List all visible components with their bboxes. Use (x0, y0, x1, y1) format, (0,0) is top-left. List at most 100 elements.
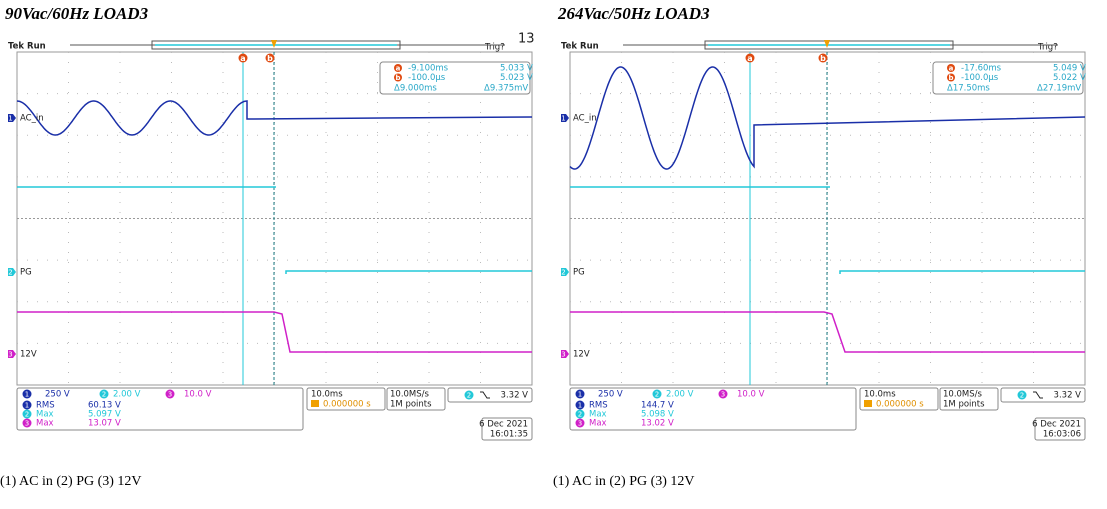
measurement-reading: 5.097 V (88, 410, 121, 420)
cursor-time: -100.0µs (961, 73, 999, 83)
measurement-reading: 144.7 V (641, 401, 674, 411)
measurement-name: Max (36, 410, 54, 420)
trigger-channel: 2 (1020, 392, 1024, 400)
channel-number: 1 (25, 402, 29, 410)
cursor-badge (947, 73, 955, 82)
channel-marker (561, 114, 569, 122)
channel-scale: 2.00 V (113, 390, 141, 400)
delay-icon (311, 400, 319, 407)
trigger-slope (480, 391, 490, 399)
sample-rate: 10.0MS/s (390, 390, 430, 400)
channel-badge (718, 389, 728, 399)
channel-number: 1 (578, 391, 582, 399)
channel-number: 2 (561, 269, 565, 277)
channel-number: 1 (25, 391, 29, 399)
scale-box (16, 387, 304, 431)
measurement-reading: 60.13 V (88, 401, 121, 411)
channel-scale: 2.00 V (666, 390, 694, 400)
cursor-volts: 5.022 V (1053, 73, 1086, 83)
channel-badge (575, 409, 585, 419)
acq-box (386, 387, 446, 411)
scale-box (569, 387, 857, 431)
trigger-pos (824, 40, 830, 48)
channel-marker (561, 350, 569, 358)
trigger-state: Trig? (1037, 43, 1058, 53)
channel-number: 2 (8, 269, 12, 277)
trigger-level: 3.32 V (1054, 391, 1082, 401)
channel-number: 2 (655, 391, 659, 399)
record-length: 1M points (390, 400, 432, 410)
cursor-badge (238, 53, 248, 63)
measurement-name: Max (589, 410, 607, 420)
channel-marker (8, 350, 16, 358)
caption: (1) AC in (2) PG (3) 12V (0, 474, 142, 489)
channel-badge (22, 400, 32, 410)
cursor-letter: a (949, 65, 954, 73)
channel-badge (165, 389, 175, 399)
timebase: 10.0ms (311, 390, 343, 400)
channel-badge (22, 389, 32, 399)
time: 16:03:06 (1043, 430, 1081, 440)
cursor-volts: 5.033 V (500, 64, 533, 74)
channel-badge (1017, 390, 1027, 400)
trace-ac (569, 66, 1086, 170)
channel-number: 2 (578, 411, 582, 419)
trigger-pos (271, 40, 277, 48)
trigger-state: Trig? (484, 43, 505, 53)
delta-volts: Δ27.19mV (1037, 84, 1081, 94)
sample-rate: 10.0MS/s (943, 390, 983, 400)
channel-label: AC_in (573, 114, 597, 124)
trace-12v (17, 311, 532, 353)
cursor-volts: 5.049 V (1053, 64, 1086, 74)
channel-marker (561, 268, 569, 276)
trace-ac (16, 100, 533, 136)
channel-badge (652, 389, 662, 399)
cursor-letter: a (240, 54, 245, 63)
channel-number: 1 (561, 115, 565, 123)
cursor-badge (394, 73, 402, 82)
trace-pg (570, 186, 1085, 274)
date: 6 Dec 2021 (479, 420, 528, 430)
channel-number: 3 (168, 391, 172, 399)
date-box (481, 417, 533, 441)
cursor-readout (379, 61, 531, 95)
cursor-letter: a (396, 65, 401, 73)
channel-number: 3 (721, 391, 725, 399)
trace-12v (570, 311, 1085, 353)
timebase: 10.0ms (864, 390, 896, 400)
cursor-badge (818, 53, 828, 63)
cursor-badge (394, 64, 402, 72)
channel-badge (99, 389, 109, 399)
delta-time: Δ17.50ms (947, 84, 990, 94)
scope-status: Tek Run (561, 42, 599, 52)
delay: 0.000000 s (876, 400, 924, 410)
measurement-name: RMS (36, 401, 55, 411)
channel-scale: 250 V (598, 390, 623, 400)
cursor-letter: a (747, 54, 752, 63)
channel-badge (575, 400, 585, 410)
channel-number: 3 (25, 420, 29, 428)
channel-label: 12V (20, 350, 37, 360)
channel-scale: 10.0 V (184, 390, 212, 400)
channel-number: 1 (8, 115, 12, 123)
measurement-name: RMS (589, 401, 608, 411)
channel-scale: 250 V (45, 390, 70, 400)
cursor-time: -9.100ms (408, 64, 449, 74)
channel-marker (8, 268, 16, 276)
cursor-time: -17.60ms (961, 64, 1002, 74)
cursor-badge (745, 53, 755, 63)
measurement-reading: 13.02 V (641, 419, 674, 429)
measurement-name: Max (36, 419, 54, 429)
panel-title: 264Vac/50Hz LOAD3 (557, 4, 710, 23)
trigger-channel: 2 (467, 392, 471, 400)
channel-label: 12V (573, 350, 590, 360)
delay: 0.000000 s (323, 400, 371, 410)
channel-number: 1 (578, 402, 582, 410)
channel-badge (575, 418, 585, 428)
channel-badge (22, 418, 32, 428)
delta-time: Δ9.000ms (394, 84, 437, 94)
timebase-box (859, 387, 939, 411)
channel-number: 3 (8, 351, 12, 359)
